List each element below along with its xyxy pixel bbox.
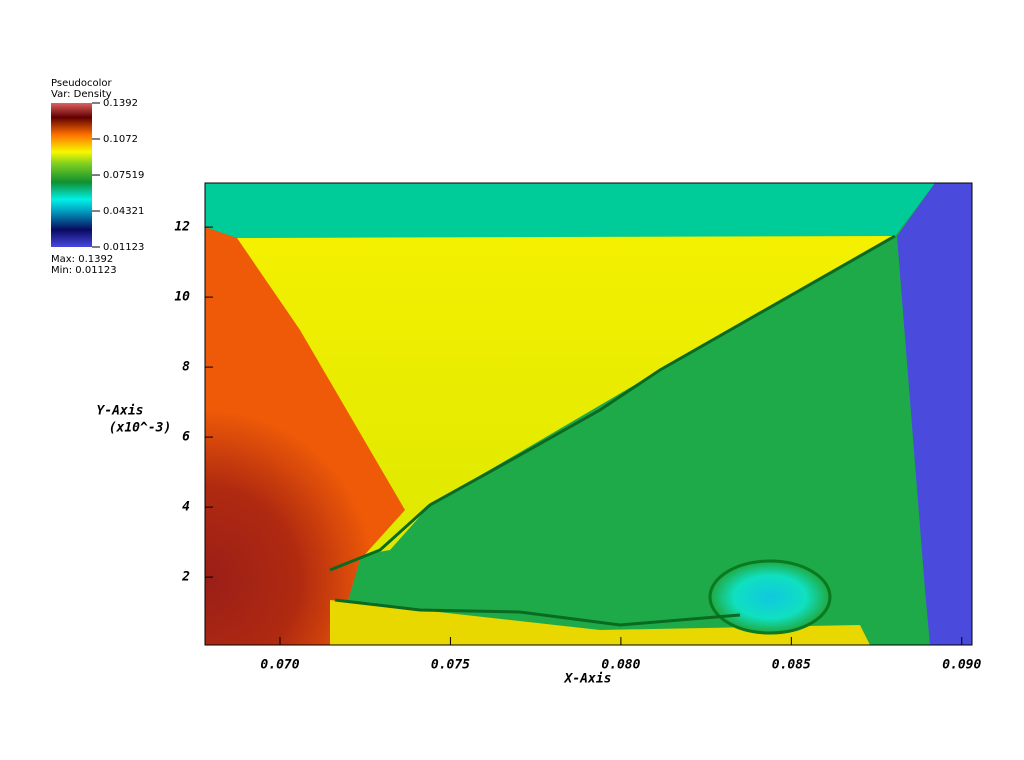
y-tick-label: 8 <box>182 360 190 375</box>
y-tick-label: 12 <box>174 220 190 235</box>
colorbar-tick-label: 0.1392 <box>103 98 138 109</box>
legend-max: Max: 0.1392 <box>51 254 113 265</box>
density-field <box>205 183 972 645</box>
plot-frame <box>204 182 973 646</box>
x-axis-label: X-Axis <box>564 672 612 687</box>
y-axis-label: Y-Axis <box>97 404 144 419</box>
x-tick-label: 0.090 <box>942 658 981 673</box>
colorbar <box>51 103 92 247</box>
colorbar-tick-label: 0.01123 <box>103 242 144 253</box>
legend-min: Min: 0.01123 <box>51 265 117 276</box>
y-tick-label: 6 <box>182 430 190 445</box>
y-tick-label: 10 <box>174 290 190 305</box>
y-tick-label: 2 <box>181 570 190 585</box>
legend-title: Pseudocolor <box>51 78 113 89</box>
y-tick-label: 4 <box>182 500 190 515</box>
x-tick-label: 0.085 <box>772 658 811 673</box>
y-axis-unit: (x10^-3) <box>109 421 172 436</box>
legend-variable: Var: Density <box>51 89 112 100</box>
x-tick-label: 0.075 <box>431 658 470 673</box>
colorbar-tick-label: 0.04321 <box>103 206 144 217</box>
x-tick-label: 0.070 <box>260 658 299 673</box>
x-tick-label: 0.080 <box>601 658 640 673</box>
colorbar-tick-label: 0.07519 <box>103 170 144 181</box>
colorbar-tick-label: 0.1072 <box>103 134 138 145</box>
